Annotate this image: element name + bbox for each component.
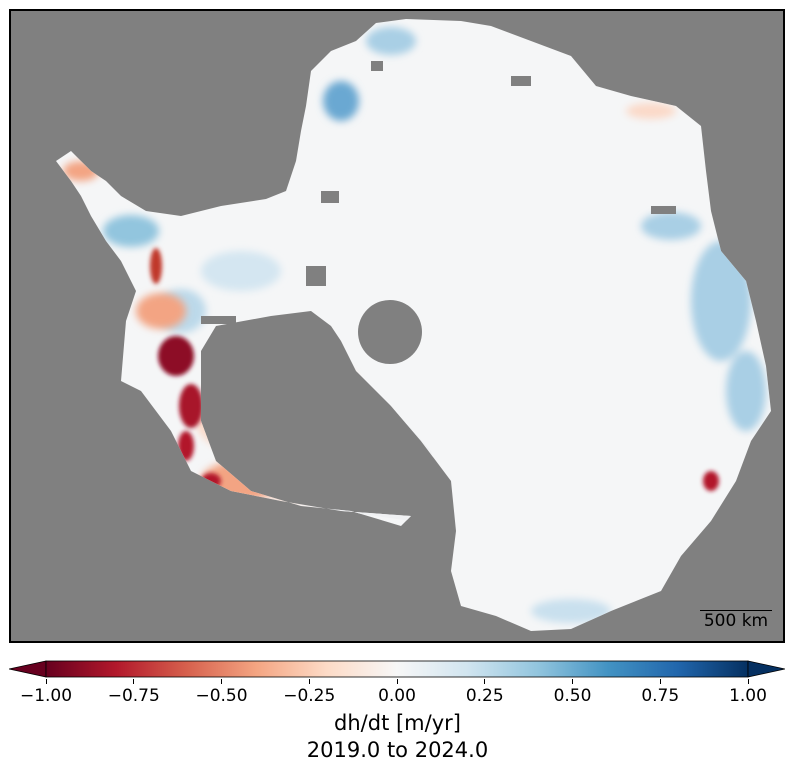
colorbar-label: dh/dt [m/yr] bbox=[334, 711, 461, 735]
data-gaps bbox=[201, 61, 676, 324]
colorbar-tick-mark bbox=[659, 679, 661, 684]
colorbar-tick-label: 0.50 bbox=[553, 686, 592, 706]
scale-bar-label: 500 km bbox=[703, 611, 769, 631]
scale-bar-line bbox=[700, 610, 772, 611]
colorbar bbox=[9, 660, 785, 678]
colorbar-tick-mark bbox=[572, 679, 573, 684]
colorbar-tick-mark bbox=[747, 679, 749, 684]
colorbar-tick-label: −0.50 bbox=[195, 686, 248, 706]
antarctica-map-svg bbox=[56, 19, 771, 631]
colorbar-tick-mark bbox=[221, 679, 222, 684]
colorbar-gradient bbox=[45, 660, 749, 678]
colorbar-tick-label: 0.00 bbox=[378, 686, 416, 706]
scale-bar: 500 km bbox=[700, 610, 772, 630]
elevation-change-map: 500 km bbox=[9, 9, 785, 643]
colorbar-extend-min bbox=[9, 660, 47, 678]
colorbar-extend-max bbox=[747, 660, 785, 678]
pole-hole bbox=[358, 300, 422, 364]
colorbar-tick-mark bbox=[133, 679, 135, 684]
colorbar-tick-label: −0.25 bbox=[283, 686, 336, 706]
colorbar-tick-label: −1.00 bbox=[19, 686, 73, 706]
colorbar-tick-label: 0.75 bbox=[641, 686, 680, 706]
colorbar-tick-mark bbox=[45, 679, 47, 684]
colorbar-sublabel: 2019.0 to 2024.0 bbox=[306, 738, 489, 762]
colorbar-tick-mark bbox=[396, 679, 398, 684]
colorbar-tick-label: 0.25 bbox=[465, 686, 504, 706]
colorbar-tick-mark bbox=[308, 679, 310, 684]
colorbar-tick-label: −0.75 bbox=[107, 686, 160, 706]
colorbar-tick-mark bbox=[484, 679, 486, 684]
colorbar-tick-label: 1.00 bbox=[729, 686, 767, 706]
strong-loss-zones bbox=[150, 248, 719, 491]
